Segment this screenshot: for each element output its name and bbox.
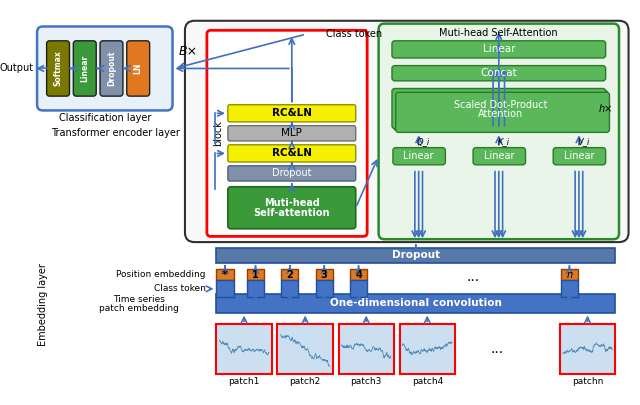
Bar <box>561 269 578 280</box>
Text: Concat: Concat <box>481 68 517 78</box>
Bar <box>316 269 333 280</box>
Bar <box>247 280 264 297</box>
Text: Position embedding: Position embedding <box>116 270 206 279</box>
FancyBboxPatch shape <box>228 105 356 122</box>
Text: V_i: V_i <box>577 137 590 147</box>
Bar <box>216 324 272 374</box>
Text: Scaled Dot-Product: Scaled Dot-Product <box>454 100 547 110</box>
Bar <box>339 324 394 374</box>
Text: patch3: patch3 <box>351 377 382 386</box>
Text: 4: 4 <box>355 269 362 279</box>
Text: Linear: Linear <box>80 55 89 82</box>
Text: patch2: patch2 <box>289 377 321 386</box>
Text: n: n <box>566 269 572 279</box>
Text: Self-attention: Self-attention <box>253 209 330 218</box>
FancyBboxPatch shape <box>228 145 356 162</box>
Text: RC&LN: RC&LN <box>272 108 312 118</box>
Text: ...: ... <box>490 342 504 356</box>
FancyBboxPatch shape <box>394 90 607 130</box>
Text: Muti-head: Muti-head <box>264 198 320 208</box>
Bar <box>282 280 298 297</box>
Text: Time series: Time series <box>113 295 165 304</box>
FancyBboxPatch shape <box>47 41 70 96</box>
Text: K_i: K_i <box>497 137 509 147</box>
FancyBboxPatch shape <box>185 21 628 242</box>
FancyBboxPatch shape <box>228 166 356 181</box>
Text: patch1: patch1 <box>228 377 260 386</box>
Text: 1: 1 <box>252 269 259 279</box>
Text: Attention: Attention <box>478 109 524 119</box>
Bar <box>560 324 615 374</box>
Bar <box>216 248 615 263</box>
FancyBboxPatch shape <box>553 148 605 165</box>
FancyBboxPatch shape <box>396 92 609 132</box>
Bar <box>316 280 333 297</box>
Text: 2: 2 <box>287 269 293 279</box>
FancyBboxPatch shape <box>127 41 150 96</box>
Bar <box>282 269 298 280</box>
FancyBboxPatch shape <box>37 26 173 111</box>
Text: Linear: Linear <box>484 151 514 161</box>
Text: Muti-head Self-Attention: Muti-head Self-Attention <box>440 28 558 38</box>
Text: patchn: patchn <box>572 377 604 386</box>
FancyBboxPatch shape <box>207 30 367 237</box>
FancyBboxPatch shape <box>473 148 525 165</box>
Text: block: block <box>213 120 223 146</box>
Text: 3: 3 <box>321 269 328 279</box>
FancyBboxPatch shape <box>228 187 356 229</box>
Text: Softmax: Softmax <box>54 51 63 86</box>
Bar <box>350 269 367 280</box>
Text: Dropout: Dropout <box>272 168 312 179</box>
Bar <box>216 294 615 313</box>
Bar <box>350 280 367 297</box>
Text: h×: h× <box>599 104 613 113</box>
FancyBboxPatch shape <box>392 66 605 81</box>
Text: patch4: patch4 <box>412 377 443 386</box>
FancyBboxPatch shape <box>74 41 96 96</box>
Bar <box>247 269 264 280</box>
Text: Class token: Class token <box>154 284 206 293</box>
Text: Dropout: Dropout <box>107 51 116 86</box>
Text: ...: ... <box>467 271 479 284</box>
Text: Linear: Linear <box>403 151 434 161</box>
Text: Class token: Class token <box>326 29 382 39</box>
FancyBboxPatch shape <box>393 148 445 165</box>
FancyBboxPatch shape <box>228 126 356 141</box>
Text: Output: Output <box>0 64 33 73</box>
Text: One-dimensional convolution: One-dimensional convolution <box>330 298 502 308</box>
Text: LN: LN <box>134 63 143 74</box>
Bar <box>216 269 234 280</box>
Text: RC&LN: RC&LN <box>272 148 312 158</box>
Text: Transformer encoder layer: Transformer encoder layer <box>51 128 180 139</box>
Text: *: * <box>222 269 228 279</box>
Bar <box>561 280 578 297</box>
Text: B×: B× <box>178 45 197 58</box>
Bar <box>216 280 234 297</box>
Text: patch embedding: patch embedding <box>99 305 179 313</box>
Text: Q_i: Q_i <box>417 137 430 147</box>
FancyBboxPatch shape <box>379 23 619 239</box>
Bar <box>278 324 333 374</box>
Text: Classification layer: Classification layer <box>59 113 151 123</box>
FancyBboxPatch shape <box>100 41 123 96</box>
Text: Dropout: Dropout <box>392 250 440 260</box>
Text: Linear: Linear <box>564 151 594 161</box>
Text: MLP: MLP <box>282 128 302 139</box>
Bar <box>399 324 455 374</box>
Text: Embedding layer: Embedding layer <box>38 264 48 347</box>
FancyBboxPatch shape <box>392 89 605 128</box>
Text: Linear: Linear <box>483 45 515 54</box>
FancyBboxPatch shape <box>392 41 605 58</box>
